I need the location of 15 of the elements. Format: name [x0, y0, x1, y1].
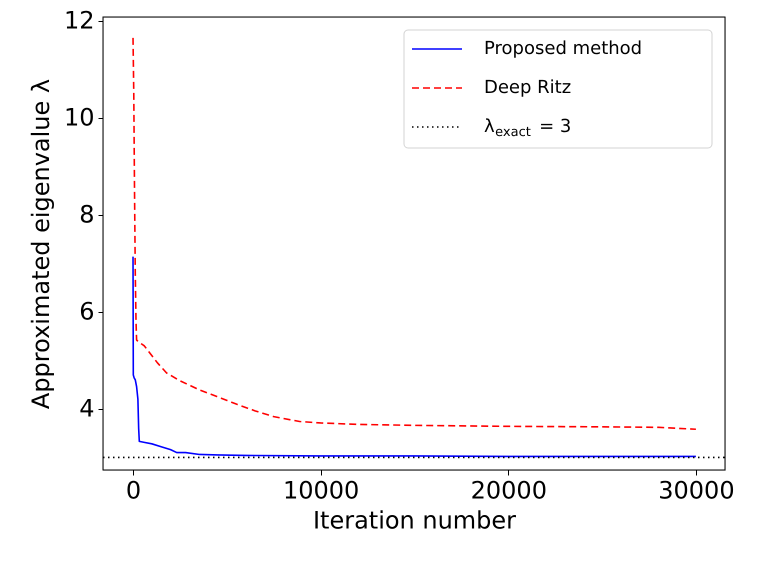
- y-axis-title: Approximated eigenvalue λ: [26, 78, 55, 410]
- y-tick-label: 12: [64, 6, 94, 34]
- x-tick-label: 10000: [282, 476, 360, 504]
- x-axis-title: Iteration number: [312, 506, 516, 534]
- legend-label: Proposed method: [484, 38, 642, 59]
- y-tick-label: 8: [79, 200, 94, 228]
- x-tick-label: 30000: [658, 476, 735, 504]
- line-series: [132, 37, 697, 430]
- y-tick-label: 4: [79, 394, 94, 422]
- x-tick-label: 0: [126, 476, 142, 504]
- y-tick-label: 6: [79, 297, 94, 326]
- x-tick-label: 20000: [470, 476, 547, 504]
- legend-label: Deep Ritz: [484, 77, 572, 98]
- line-series: [132, 256, 697, 458]
- y-tick-label: 10: [64, 103, 94, 132]
